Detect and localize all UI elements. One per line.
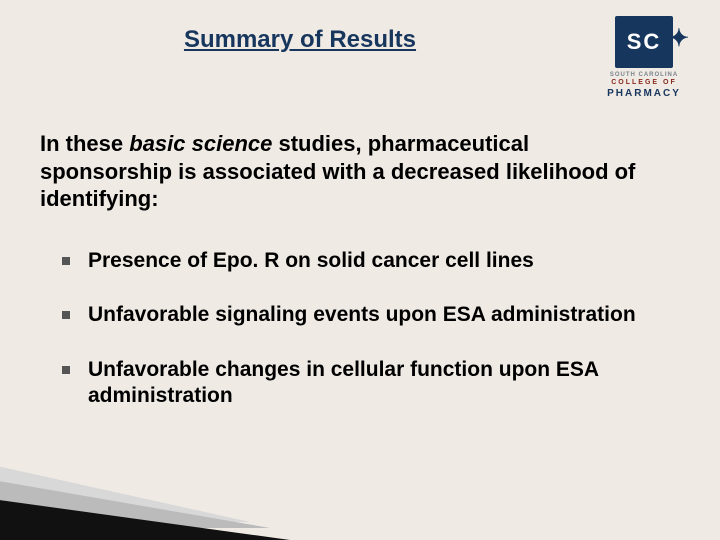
- logo-text-line2: COLLEGE OF: [592, 79, 696, 86]
- list-item: Presence of Epo. R on solid cancer cell …: [62, 248, 662, 274]
- bullet-marker-icon: [62, 366, 70, 374]
- logo-box: SC ✦: [615, 16, 673, 68]
- institution-logo: SC ✦ SOUTH CAROLINA COLLEGE OF PHARMACY: [592, 16, 696, 99]
- logo-abbrev: SC: [627, 29, 662, 55]
- list-item: Unfavorable changes in cellular function…: [62, 357, 662, 410]
- palmetto-icon: ✦: [669, 24, 691, 53]
- intro-paragraph: In these basic science studies, pharmace…: [40, 130, 662, 213]
- bullet-marker-icon: [62, 257, 70, 265]
- bullet-text: Unfavorable signaling events upon ESA ad…: [88, 302, 636, 328]
- bullet-text: Unfavorable changes in cellular function…: [88, 357, 662, 410]
- intro-italic: basic science: [129, 131, 272, 156]
- list-item: Unfavorable signaling events upon ESA ad…: [62, 302, 662, 328]
- bullet-list: Presence of Epo. R on solid cancer cell …: [62, 248, 662, 437]
- bullet-text: Presence of Epo. R on solid cancer cell …: [88, 248, 534, 274]
- intro-pre: In these: [40, 131, 129, 156]
- logo-text-line1: SOUTH CAROLINA: [592, 72, 696, 78]
- corner-decoration: [0, 440, 310, 540]
- logo-text-line3: PHARMACY: [592, 88, 696, 99]
- bullet-marker-icon: [62, 311, 70, 319]
